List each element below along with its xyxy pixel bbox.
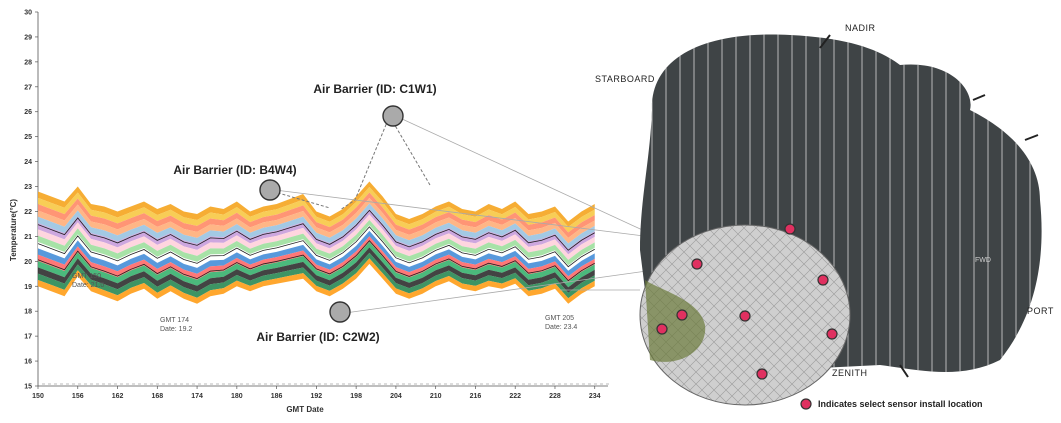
y-tick-label: 20: [24, 259, 32, 266]
annotation-gmt2-line2: Date: 19.2: [160, 326, 192, 333]
connector-c1w1-b: [392, 121, 431, 186]
marker-c1w1: [382, 105, 404, 127]
temperature-bands: [37, 181, 595, 304]
y-tick-labels: 15 16 17 18 19 20 21 22 23 24 25 26 27 28 29 30: [24, 10, 38, 391]
band-trace: [37, 240, 595, 282]
legend-sensor-icon: [800, 398, 812, 410]
legend: Indicates select sensor install location: [800, 398, 983, 410]
x-tick-label: 150: [32, 393, 44, 400]
sensor-marker: [784, 223, 796, 235]
x-tick-label: 234: [589, 393, 601, 400]
sensor-markers: [656, 223, 838, 380]
leader-b4w4: [274, 189, 661, 239]
x-tick-label: 168: [151, 393, 163, 400]
y-tick-label: 25: [24, 134, 32, 141]
y-tick-label: 22: [24, 209, 32, 216]
annotation-c1w1-title: Air Barrier (ID: C1W1): [313, 82, 436, 96]
marker-c2w2: [329, 301, 351, 323]
x-tick-label: 228: [549, 393, 561, 400]
port-marker: [1024, 134, 1039, 141]
annotation-gmt2-line1: GMT 174: [160, 317, 189, 324]
annotations: Air Barrier (ID: C1W1) Air Barrier (ID: …: [72, 82, 691, 344]
y-axis-label: Temperature(°C): [9, 199, 18, 262]
x-tick-label: 156: [72, 393, 84, 400]
temperature-band: [38, 219, 595, 266]
y-tick-label: 28: [24, 59, 32, 66]
y-tick-label: 16: [24, 359, 32, 366]
annotation-gmt1-line1: GMT 150: [72, 273, 101, 280]
temperature-band: [38, 247, 595, 293]
x-tick-label: 180: [231, 393, 243, 400]
label-zenith: ZENITH: [832, 368, 868, 378]
y-tick-label: 19: [24, 284, 32, 291]
band-trace: [37, 209, 595, 251]
x-tick-label: 216: [470, 393, 482, 400]
temperature-band: [38, 252, 595, 299]
x-tick-label: 192: [311, 393, 323, 400]
x-tick-label: 222: [509, 393, 521, 400]
x-tick-label: 198: [350, 393, 362, 400]
x-tick-label: 186: [271, 393, 283, 400]
annotation-gmt3-line2: Date: 23.4: [545, 324, 577, 331]
label-port: PORT: [1027, 306, 1054, 316]
annotation-c2w2-title: Air Barrier (ID: C2W2): [256, 330, 379, 344]
temperature-band: [38, 258, 595, 304]
temperature-band: [38, 241, 595, 288]
x-axis-label: GMT Date: [286, 405, 324, 414]
module-hatch: [645, 280, 706, 362]
module-inner-label: FWD: [975, 257, 991, 264]
y-tick-label: 18: [24, 309, 32, 316]
x-tick-label: 174: [191, 393, 203, 400]
temperature-band: [38, 230, 595, 277]
leader-c2w2: [344, 264, 691, 314]
label-nadir: NADIR: [845, 23, 876, 33]
zenith-marker: [899, 364, 909, 378]
right-marker: [972, 94, 986, 101]
annotation-gmt3-line1: GMT 205: [545, 315, 574, 322]
sensor-marker: [817, 274, 829, 286]
temperature-band: [38, 225, 595, 271]
annotation-gmt1-line2: Date: 21.0: [72, 282, 104, 289]
x-tick-label: 204: [390, 393, 402, 400]
sensor-marker: [826, 328, 838, 340]
sensor-marker: [676, 309, 688, 321]
y-tick-label: 21: [24, 234, 32, 241]
y-tick-label: 26: [24, 109, 32, 116]
y-tick-label: 27: [24, 84, 32, 91]
legend-text: Indicates select sensor install location: [818, 399, 983, 409]
sensor-marker: [739, 310, 751, 322]
sensor-marker: [656, 323, 668, 335]
x-tick-label: 210: [430, 393, 442, 400]
module-diagram: NADIR STARBOARD PORT ZENITH FWD Indicate…: [595, 23, 1054, 410]
sensor-marker: [756, 368, 768, 380]
x-tick-label: 162: [112, 393, 124, 400]
marker-b4w4: [259, 179, 281, 201]
y-tick-label: 24: [24, 159, 32, 166]
y-tick-label: 17: [24, 334, 32, 341]
annotation-b4w4-title: Air Barrier (ID: B4W4): [173, 163, 296, 177]
y-tick-label: 23: [24, 184, 32, 191]
label-starboard: STARBOARD: [595, 74, 655, 84]
y-tick-label: 15: [24, 384, 32, 391]
nadir-marker: [819, 34, 831, 49]
y-tick-label: 29: [24, 34, 32, 41]
y-tick-label: 30: [24, 10, 32, 17]
x-tick-labels: 150 156 162 168 174 180 186 192 198 204 210 216 222 2…: [32, 383, 609, 400]
sensor-marker: [691, 258, 703, 270]
band-trace: [37, 226, 595, 268]
